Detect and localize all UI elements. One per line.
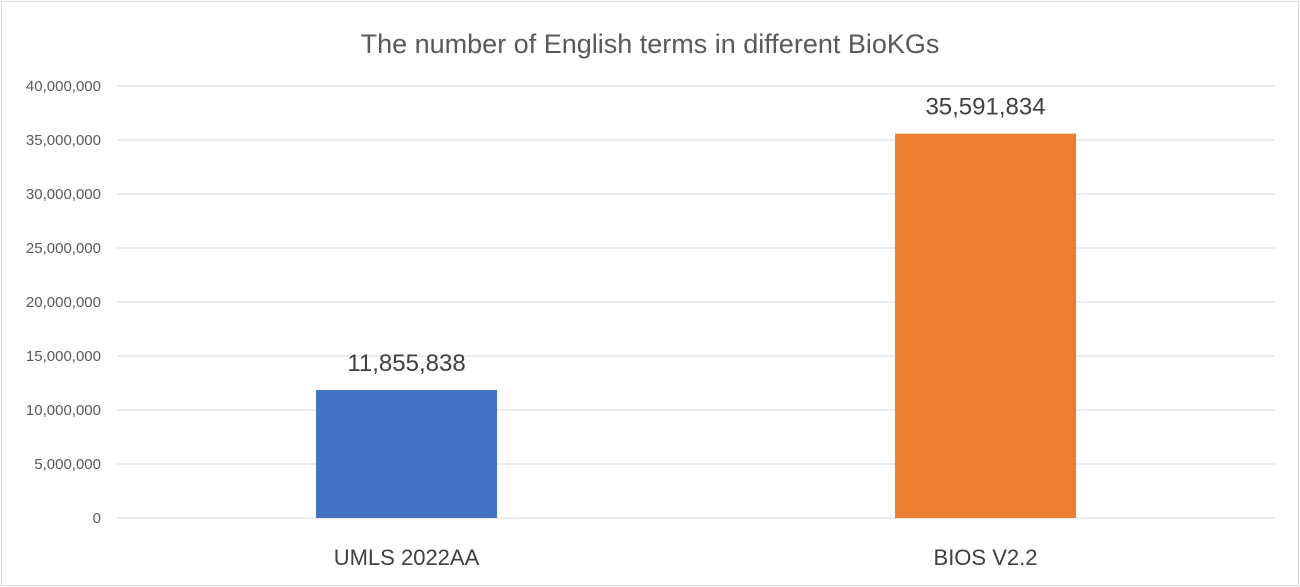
y-tick-label: 5,000,000 [34, 456, 101, 473]
chart-title: The number of English terms in different… [361, 29, 940, 59]
y-tick-label: 25,000,000 [26, 240, 101, 257]
data-labels: 11,855,838 35,591,834 [347, 94, 1045, 377]
y-tick-label: 35,000,000 [26, 132, 101, 149]
bars [316, 133, 1076, 518]
y-tick-label: 0 [93, 510, 101, 527]
x-tick-label: BIOS V2.2 [934, 545, 1038, 570]
bar [895, 133, 1076, 518]
data-label: 35,591,834 [925, 94, 1045, 121]
gridlines [117, 85, 1275, 519]
y-tick-label: 15,000,000 [26, 348, 101, 365]
y-tick-label: 10,000,000 [26, 402, 101, 419]
bar [316, 389, 497, 518]
data-label: 11,855,838 [347, 350, 465, 377]
y-tick-label: 20,000,000 [26, 294, 101, 311]
y-tick-label: 30,000,000 [26, 186, 101, 203]
x-tick-label: UMLS 2022AA [334, 545, 480, 570]
y-axis-ticks: 0 5,000,000 10,000,000 15,000,000 20,000,000… [26, 78, 101, 527]
x-axis-ticks: UMLS 2022AA BIOS V2.2 [334, 545, 1038, 570]
y-tick-label: 40,000,000 [26, 78, 101, 95]
